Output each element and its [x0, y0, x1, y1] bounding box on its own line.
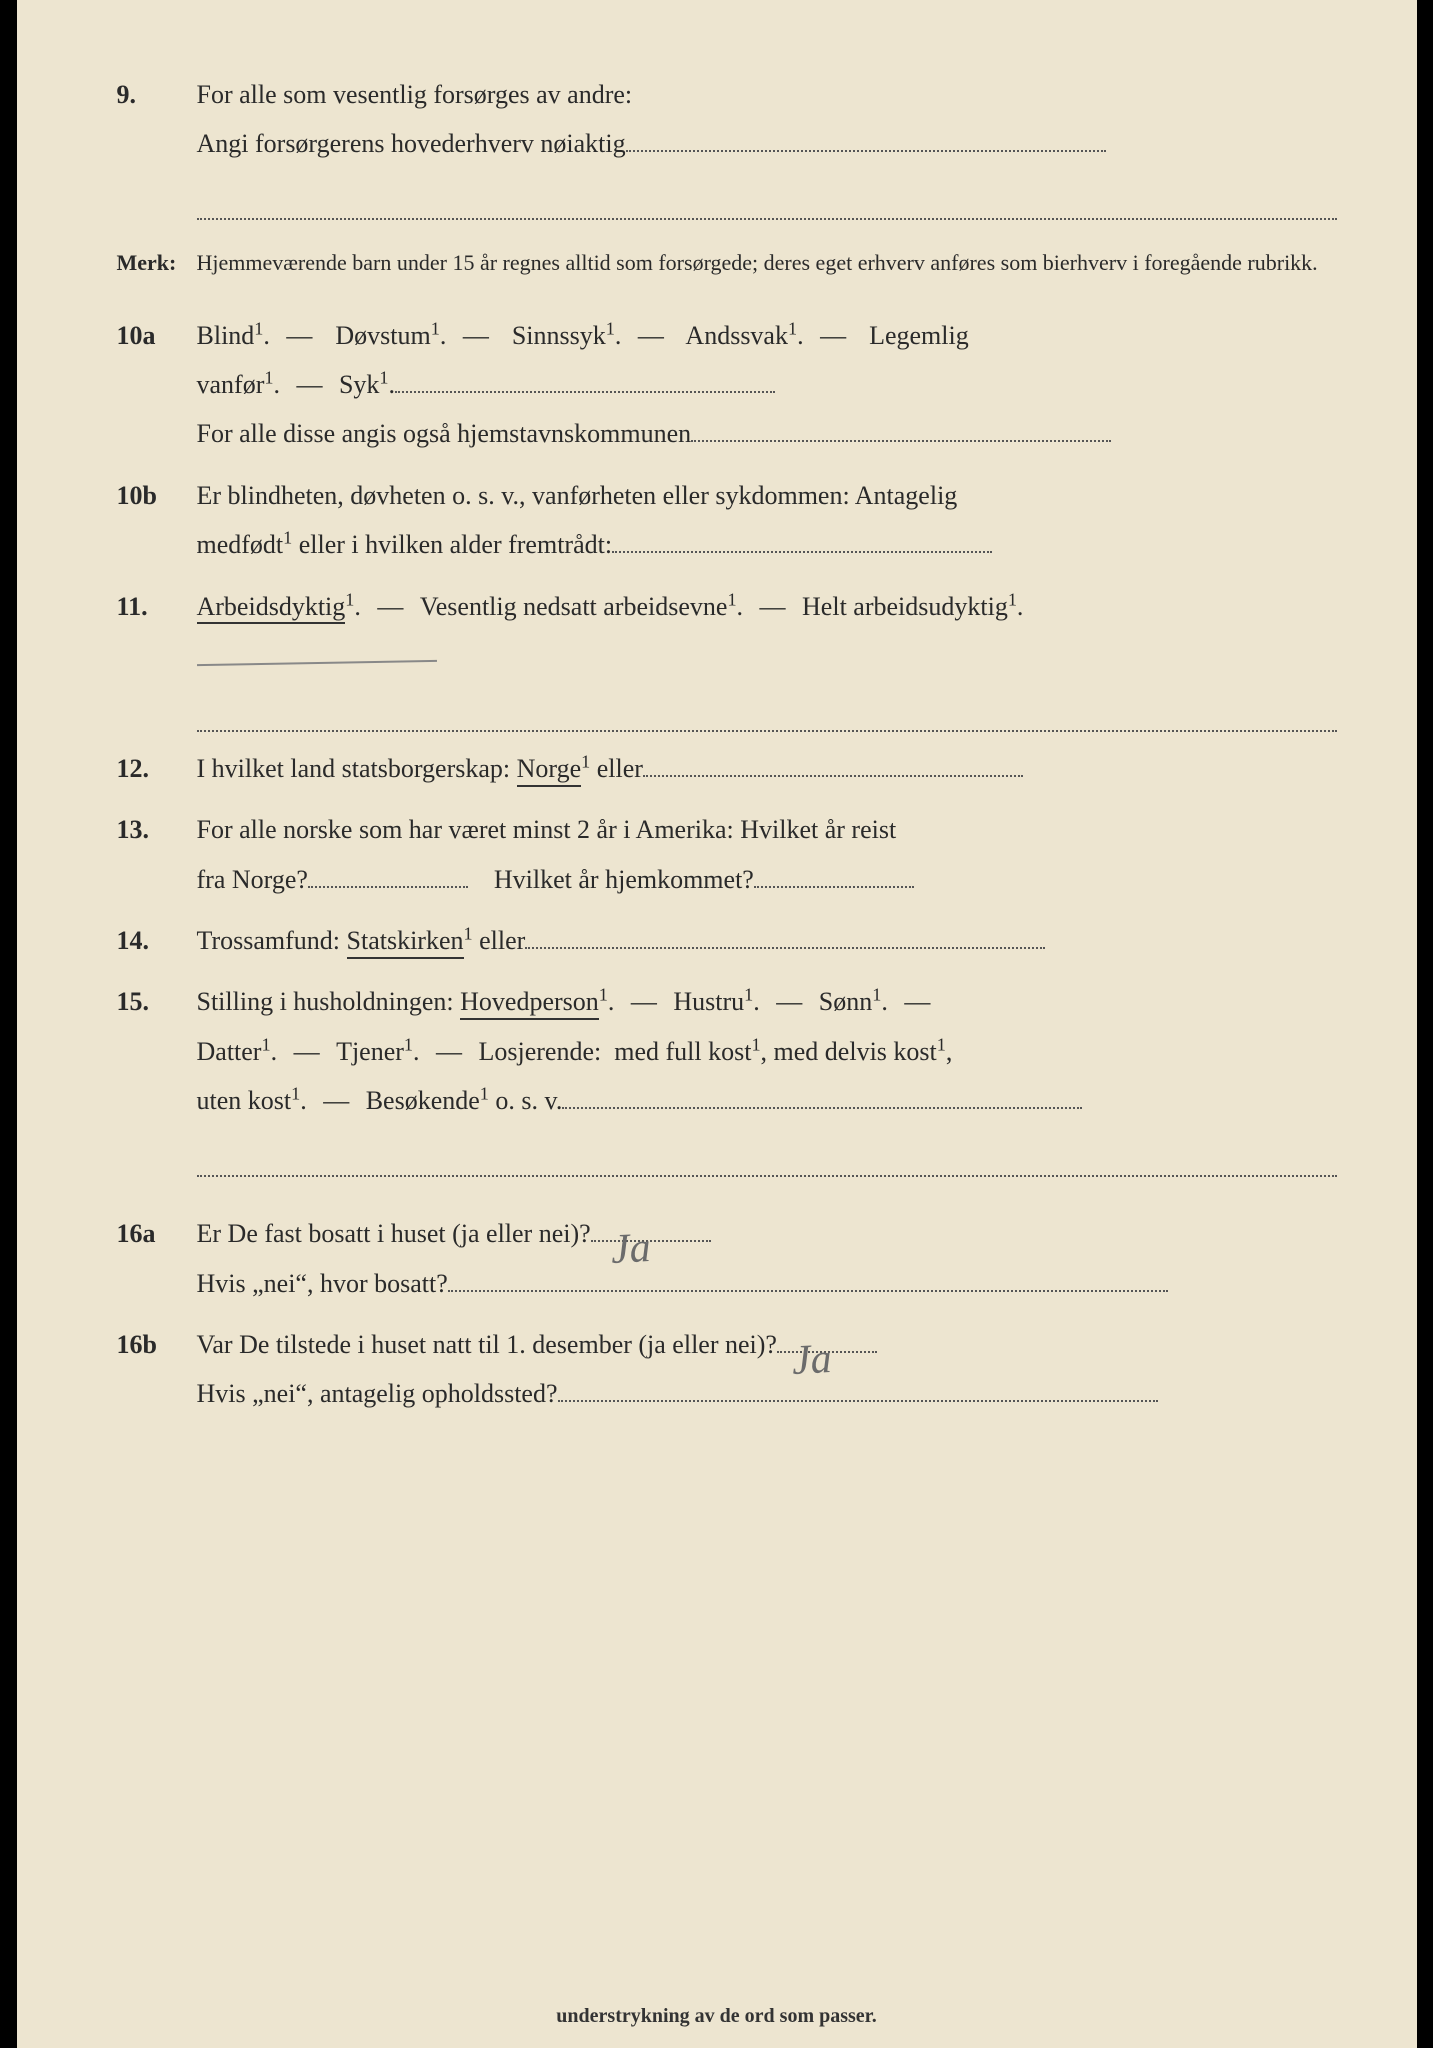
q16b-text: Var De tilstede i huset natt til 1. dese…: [197, 1320, 1337, 1419]
question-16b: 16b Var De tilstede i huset natt til 1. …: [117, 1320, 1337, 1419]
question-10b: 10b Er blindheten, døvheten o. s. v., va…: [117, 471, 1337, 570]
question-9: 9. For alle som vesentlig forsørges av a…: [117, 70, 1337, 220]
q10a-line3: For alle disse angis også hjemstavnskomm…: [197, 419, 692, 448]
q9-line2: Angi forsørgerens hovederhverv nøiaktig: [197, 129, 626, 158]
q12-num: 12.: [117, 744, 197, 793]
q14-text: Trossamfund: Statskirken1 eller: [197, 916, 1337, 965]
q12-text: I hvilket land statsborgerskap: Norge1 e…: [197, 744, 1337, 793]
question-11: 11. Arbeidsdyktig1. — Vesentlig nedsatt …: [117, 582, 1337, 732]
question-15: 15. Stilling i husholdningen: Hovedperso…: [117, 977, 1337, 1177]
question-14: 14. Trossamfund: Statskirken1 eller: [117, 916, 1337, 965]
q15-num: 15.: [117, 977, 197, 1177]
merk-text: Hjemmeværende barn under 15 år regnes al…: [197, 245, 1337, 280]
question-16a: 16a Er De fast bosatt i huset (ja eller …: [117, 1209, 1337, 1308]
question-10a: 10a Blind1. — Døvstum1. — Sinnssyk1. — A…: [117, 311, 1337, 459]
q9-line1: For alle som vesentlig forsørges av andr…: [197, 80, 633, 109]
pencil-underline: [197, 660, 437, 666]
question-12: 12. I hvilket land statsborgerskap: Norg…: [117, 744, 1337, 793]
q16a-answer: Ja: [609, 1209, 653, 1291]
q9-text: For alle som vesentlig forsørges av andr…: [197, 70, 1337, 220]
q11-text: Arbeidsdyktig1. — Vesentlig nedsatt arbe…: [197, 582, 1337, 732]
q14-num: 14.: [117, 916, 197, 965]
merk-label: Merk:: [117, 245, 197, 280]
q16b-num: 16b: [117, 1320, 197, 1419]
q10a-text: Blind1. — Døvstum1. — Sinnssyk1. — Andss…: [197, 311, 1337, 459]
q15-text: Stilling i husholdningen: Hovedperson1. …: [197, 977, 1337, 1177]
q10a-num: 10a: [117, 311, 197, 459]
q9-num: 9.: [117, 70, 197, 220]
question-13: 13. For alle norske som har været minst …: [117, 805, 1337, 904]
q10b-text: Er blindheten, døvheten o. s. v., vanfør…: [197, 471, 1337, 570]
q13-text: For alle norske som har været minst 2 år…: [197, 805, 1337, 904]
footer-text: understrykning av de ord som passer.: [556, 2005, 876, 2028]
q11-num: 11.: [117, 582, 197, 732]
q10b-num: 10b: [117, 471, 197, 570]
q13-num: 13.: [117, 805, 197, 904]
q16b-answer: Ja: [790, 1320, 834, 1402]
q16a-num: 16a: [117, 1209, 197, 1308]
q16a-text: Er De fast bosatt i huset (ja eller nei)…: [197, 1209, 1337, 1308]
merk-note: Merk: Hjemmeværende barn under 15 år reg…: [117, 245, 1337, 280]
document-page: 9. For alle som vesentlig forsørges av a…: [17, 0, 1417, 2048]
